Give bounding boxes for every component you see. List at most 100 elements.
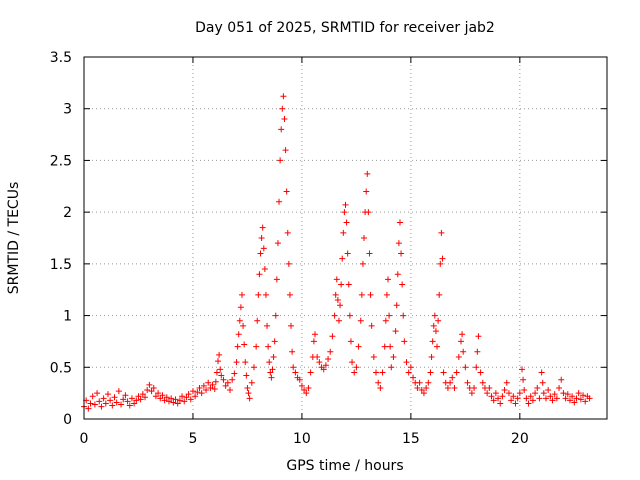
data-point (423, 384, 430, 391)
data-point (327, 348, 334, 355)
data-point (303, 390, 310, 397)
data-point (473, 364, 480, 371)
data-point (479, 379, 486, 386)
data-point (549, 397, 556, 404)
data-point (194, 389, 201, 396)
data-point (205, 379, 212, 386)
data-point (258, 235, 265, 241)
data-point (290, 364, 297, 371)
data-point (396, 219, 403, 226)
data-point (102, 400, 109, 407)
data-point (521, 387, 528, 394)
data-point (261, 266, 268, 273)
data-point (235, 331, 242, 338)
data-point (181, 398, 188, 405)
data-points (81, 93, 593, 412)
data-point (212, 378, 219, 385)
data-point (128, 395, 135, 402)
data-point (447, 379, 454, 386)
data-point (427, 369, 434, 376)
data-point (399, 281, 406, 288)
data-point (264, 322, 271, 329)
data-point (168, 395, 175, 402)
data-point (288, 322, 295, 329)
data-point (111, 394, 118, 401)
data-point (353, 364, 360, 371)
data-point (512, 400, 519, 407)
data-point (243, 372, 250, 379)
data-point (394, 271, 401, 278)
data-point (89, 393, 96, 400)
data-point (379, 369, 386, 376)
data-point (538, 369, 545, 376)
data-point (100, 395, 107, 402)
data-point (462, 364, 469, 371)
data-point (281, 116, 288, 123)
data-point (363, 188, 370, 195)
data-point (571, 399, 578, 406)
data-point (337, 302, 344, 309)
x-tick-label: 20 (511, 431, 529, 447)
data-point (475, 333, 482, 340)
data-point (311, 331, 318, 338)
data-point (87, 400, 94, 407)
data-point (477, 369, 484, 376)
data-point (237, 304, 244, 311)
data-point (94, 390, 101, 397)
data-point (351, 369, 358, 376)
data-point (505, 390, 512, 397)
data-point (174, 400, 181, 407)
data-point (341, 209, 348, 216)
data-point (124, 398, 131, 405)
data-point (187, 396, 194, 403)
data-point (301, 387, 308, 394)
data-point (144, 387, 151, 394)
data-point (519, 366, 526, 373)
data-point (536, 395, 543, 402)
data-point (540, 390, 547, 397)
data-point (236, 317, 243, 324)
data-point (449, 374, 456, 381)
data-point (425, 379, 432, 386)
data-point (170, 399, 177, 406)
data-point (342, 201, 349, 208)
data-point (357, 317, 364, 324)
data-point (361, 235, 368, 241)
data-point (279, 105, 286, 112)
data-point (215, 358, 222, 365)
data-point (514, 395, 521, 402)
data-point (459, 331, 466, 338)
data-point (580, 392, 587, 399)
data-point (401, 338, 408, 345)
data-point (278, 126, 285, 133)
data-point (532, 390, 539, 397)
data-point (366, 250, 373, 257)
data-point (274, 240, 281, 247)
data-point (241, 341, 248, 348)
data-point (566, 397, 573, 404)
data-point (172, 396, 179, 403)
data-point (211, 386, 218, 393)
data-point (104, 391, 111, 398)
data-point (553, 395, 560, 402)
data-point (298, 382, 305, 389)
data-point (547, 393, 554, 400)
data-point (233, 359, 240, 366)
y-tick-label: 1.5 (50, 257, 72, 273)
data-point (137, 396, 144, 403)
data-point (373, 369, 380, 376)
data-point (305, 384, 312, 391)
data-point (488, 393, 495, 400)
data-point (276, 198, 283, 205)
data-point (383, 291, 390, 298)
data-point (163, 394, 170, 401)
data-point (545, 387, 552, 394)
data-point (253, 343, 260, 350)
data-point (213, 369, 220, 376)
data-point (256, 271, 263, 278)
data-point (240, 322, 247, 329)
data-point (562, 395, 569, 402)
data-point (157, 395, 164, 402)
data-point (185, 391, 192, 398)
data-point (403, 359, 410, 366)
